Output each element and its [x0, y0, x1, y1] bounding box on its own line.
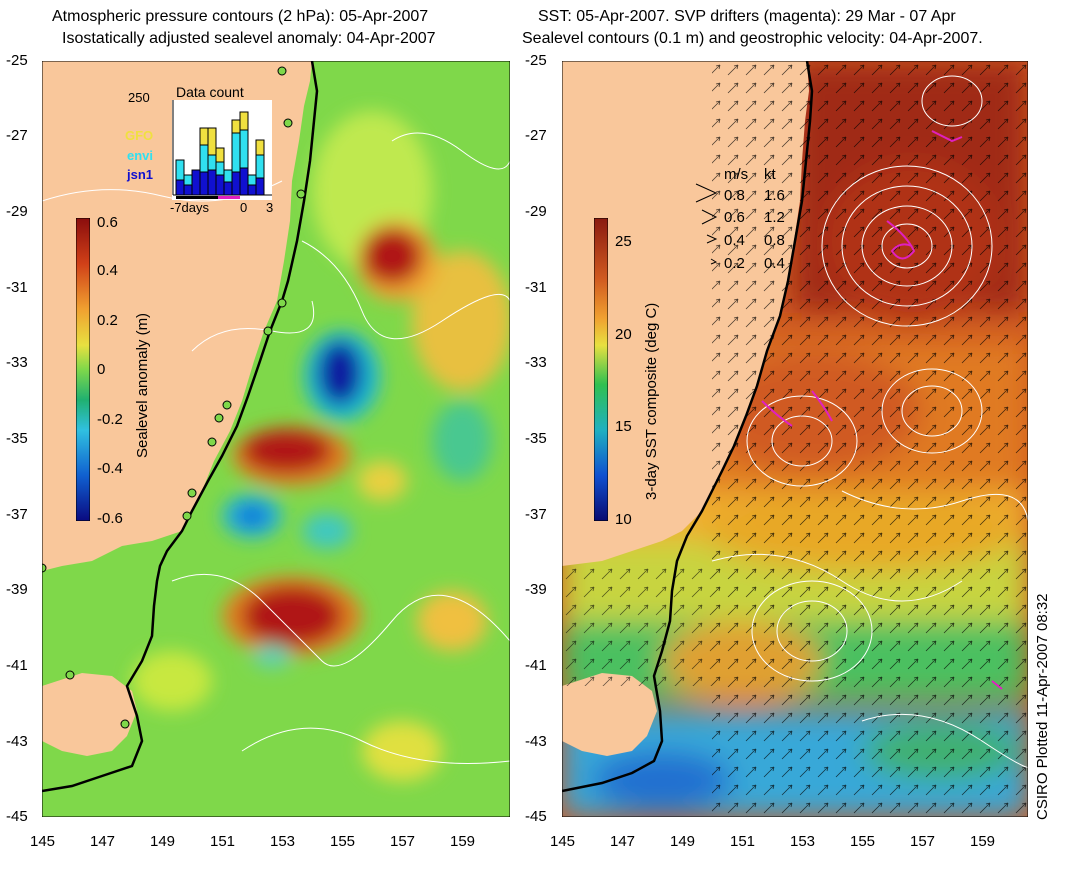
sst-map: [562, 61, 1028, 817]
sla-colorbar-label: Sealevel anomaly (m): [134, 312, 151, 458]
right-y-tick: -29: [525, 203, 547, 220]
sst-colorbar-label: 3-day SST composite (deg C): [643, 302, 660, 500]
left-x-tick: 155: [330, 833, 356, 850]
inset-histogram: [172, 100, 272, 200]
velocity-legend-kt-2: 0.8: [764, 232, 785, 249]
sealevel-colorbar: [76, 218, 90, 521]
inset-title: Data count: [176, 84, 244, 100]
right-y-tick: -41: [525, 657, 547, 674]
sla-tick-3: 0: [97, 361, 106, 378]
sla-tick-5: -0.4: [97, 460, 123, 477]
velocity-legend-kt-header: kt: [764, 166, 776, 183]
right-x-tick: 155: [850, 833, 876, 850]
sst-colorbar: [594, 218, 608, 521]
right-title-line2: Sealevel contours (0.1 m) and geostrophi…: [522, 30, 983, 47]
left-y-tick: -31: [6, 279, 28, 296]
inset-legend-jsn1: jsn1: [127, 167, 154, 182]
sla-tick-1: 0.4: [97, 262, 118, 279]
inset-x-label-start: -7days: [170, 200, 210, 215]
right-y-tick: -45: [525, 808, 547, 825]
right-title-line1: SST: 05-Apr-2007. SVP drifters (magenta)…: [538, 8, 956, 25]
left-y-tick: -43: [6, 733, 28, 750]
sst-tick-20: 20: [615, 326, 632, 343]
right-x-tick: 145: [550, 833, 576, 850]
left-y-tick: -33: [6, 354, 28, 371]
right-y-tick: -35: [525, 430, 547, 447]
inset-legend-gfo: GFO: [125, 128, 154, 143]
land-tasmania: [42, 673, 137, 756]
left-y-tick: -25: [6, 52, 28, 69]
left-y-tick: -29: [6, 203, 28, 220]
left-y-tick: -45: [6, 808, 28, 825]
plot-credit: CSIRO Plotted 11-Apr-2007 08:32: [1034, 593, 1051, 820]
left-y-tick: -41: [6, 657, 28, 674]
right-x-tick: 157: [910, 833, 936, 850]
left-x-tick: 149: [150, 833, 176, 850]
right-y-tick: -33: [525, 354, 547, 371]
right-x-tick: 147: [610, 833, 636, 850]
right-y-tick: -43: [525, 733, 547, 750]
land-tasmania-right: [562, 673, 657, 756]
left-y-tick: -35: [6, 430, 28, 447]
left-y-tick: -27: [6, 127, 28, 144]
sla-tick-2: 0.2: [97, 312, 118, 329]
velocity-legend-ms-3: 0.2: [724, 255, 745, 272]
sla-tick-4: -0.2: [97, 411, 123, 428]
left-title-line1: Atmospheric pressure contours (2 hPa): 0…: [52, 8, 429, 25]
left-x-tick: 151: [210, 833, 236, 850]
right-y-tick: -25: [525, 52, 547, 69]
inset-legend-envi: envi: [127, 148, 154, 163]
left-y-tick: -39: [6, 581, 28, 598]
velocity-legend-ms-2: 0.4: [724, 232, 745, 249]
right-y-tick: -27: [525, 127, 547, 144]
velocity-legend-arrows: [695, 183, 718, 265]
right-x-tick: 153: [790, 833, 816, 850]
velocity-legend-ms-0: 0.8: [724, 187, 745, 204]
velocity-legend-kt-3: 0.4: [764, 255, 785, 272]
right-y-tick: -37: [525, 506, 547, 523]
sst-tick-15: 15: [615, 418, 632, 435]
sealevel-anomaly-map: [42, 61, 510, 817]
left-x-tick: 145: [30, 833, 56, 850]
left-x-tick: 157: [390, 833, 416, 850]
inset-x-label-zero: 0: [240, 200, 248, 215]
inset-ymax: 250: [128, 90, 150, 105]
right-x-tick: 149: [670, 833, 696, 850]
right-y-tick: -39: [525, 581, 547, 598]
left-x-tick: 153: [270, 833, 296, 850]
shelf-line: [42, 61, 319, 793]
sst-tick-25: 25: [615, 233, 632, 250]
sst-tick-10: 10: [615, 511, 632, 528]
left-x-tick: 159: [450, 833, 476, 850]
left-x-tick: 147: [90, 833, 116, 850]
velocity-legend-kt-0: 1.6: [764, 187, 785, 204]
left-title-line2: Isostatically adjusted sealevel anomaly:…: [62, 30, 436, 47]
inset-x-label-end: 3: [266, 200, 274, 215]
left-y-tick: -37: [6, 506, 28, 523]
sla-tick-6: -0.6: [97, 510, 123, 527]
velocity-legend-ms-1: 0.6: [724, 209, 745, 226]
right-x-tick: 159: [970, 833, 996, 850]
right-y-tick: -31: [525, 279, 547, 296]
velocity-legend-kt-1: 1.2: [764, 209, 785, 226]
sla-tick-0: 0.6: [97, 214, 118, 231]
right-x-tick: 151: [730, 833, 756, 850]
velocity-legend-ms-header: m/s: [724, 166, 749, 183]
